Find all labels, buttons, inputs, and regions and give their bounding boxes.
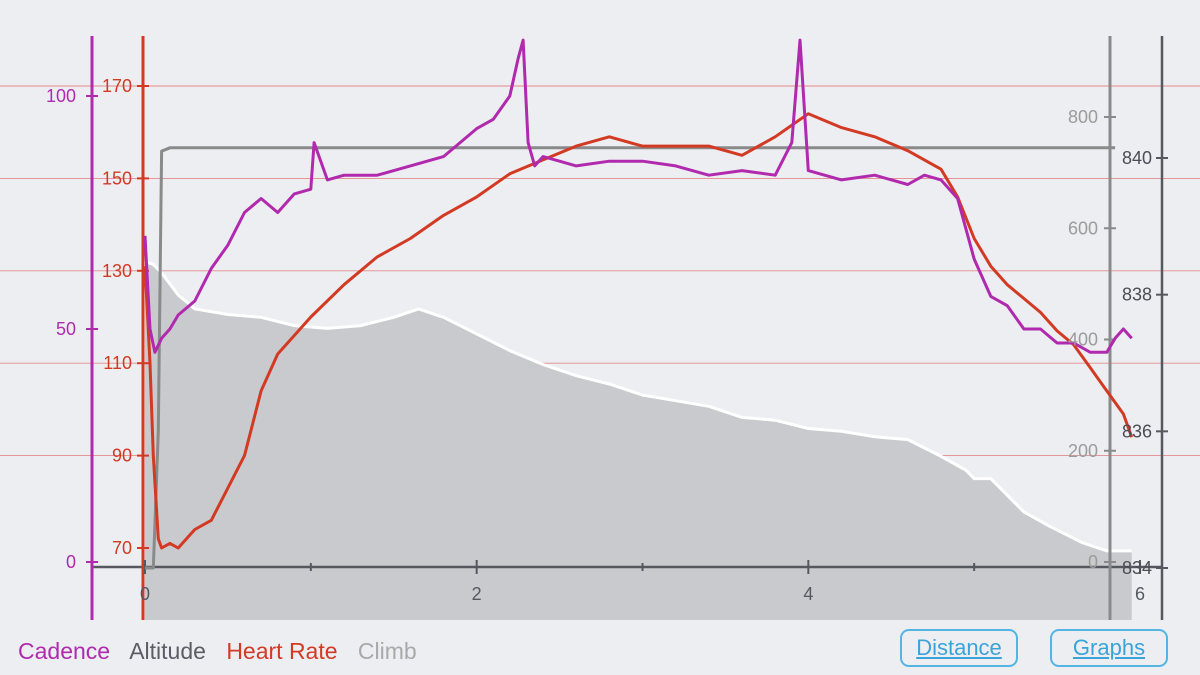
climb-tick-label: 600: [1068, 218, 1098, 238]
x-tick-label: 6: [1135, 584, 1145, 604]
cadence-tick-label: 0: [66, 552, 76, 572]
cadence-line: [143, 38, 1133, 354]
heart-rate-tick-label: 70: [112, 538, 132, 558]
tick-labels-layer: 0 2 4 6 0 50 100 70 90 110 130 150 170 0 200 400 600 800 8…: [46, 76, 1152, 604]
legend-cadence: Cadence: [18, 638, 111, 664]
climb-tick-label: 800: [1068, 107, 1098, 127]
climb-tick-label: 400: [1068, 330, 1098, 350]
altitude-tick-label: 836: [1122, 421, 1152, 441]
heart-rate-tick-label: 170: [102, 76, 132, 96]
cadence-tick-label: 100: [46, 86, 76, 106]
x-tick-label: 4: [803, 584, 813, 604]
axes-layer: [86, 36, 1168, 620]
x-tick-label: 0: [140, 584, 150, 604]
cadence-tick-label: 50: [56, 319, 76, 339]
altitude-line: [145, 146, 1116, 570]
heart-rate-tick-label: 130: [102, 261, 132, 281]
climb-area-layer: [144, 260, 1132, 620]
climb-tick-label: 0: [1088, 552, 1098, 572]
graphs-button[interactable]: Graphs: [1050, 629, 1168, 667]
heart-rate-tick-label: 150: [102, 168, 132, 188]
distance-button[interactable]: Distance: [900, 629, 1018, 667]
altitude-tick-label: 838: [1122, 285, 1152, 305]
climb-tick-label: 200: [1068, 441, 1098, 461]
climb-area-outline: [144, 260, 1132, 553]
altitude-tick-label: 834: [1122, 558, 1152, 578]
climb-area: [145, 261, 1132, 620]
x-tick-label: 2: [472, 584, 482, 604]
series-lines-layer: [143, 38, 1134, 570]
heart-rate-tick-label: 90: [112, 446, 132, 466]
heart-rate-line: [143, 112, 1134, 550]
legend-climb: Climb: [357, 638, 417, 664]
altitude-tick-label: 840: [1122, 148, 1152, 168]
legend-altitude: Altitude: [129, 638, 206, 664]
legend: Cadence Altitude Heart Rate Climb: [18, 638, 431, 665]
heart-rate-tick-label: 110: [103, 353, 132, 373]
legend-heart-rate: Heart Rate: [226, 638, 338, 664]
